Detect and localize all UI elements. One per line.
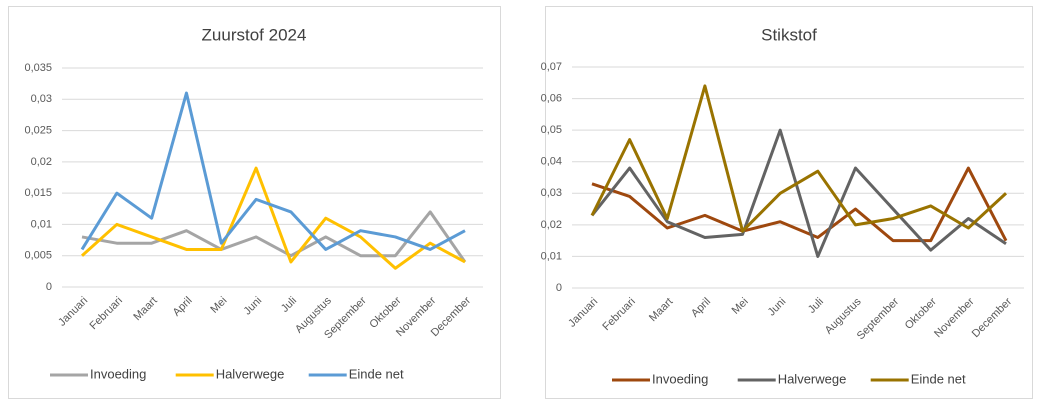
data-line	[590, 128, 1007, 258]
y-tick-label: 0,035	[24, 62, 52, 74]
y-tick-label: 0,03	[31, 93, 52, 105]
y-tick-label: 0,04	[541, 156, 562, 168]
y-tick-label: 0,015	[24, 187, 52, 199]
y-tick-label: 0,01	[541, 250, 562, 262]
legend-label: Halverwege	[216, 366, 285, 381]
y-tick-label: 0,02	[31, 156, 52, 168]
y-tick-label: 0,05	[541, 124, 562, 136]
y-tick-label: 0	[556, 282, 562, 294]
data-line	[80, 91, 466, 251]
legend-label: Einde net	[911, 371, 966, 386]
chart-frame	[545, 6, 1033, 399]
y-tick-label: 0,005	[24, 250, 52, 262]
chart-title: Stikstof	[761, 25, 817, 44]
y-tick-label: 0	[46, 281, 52, 293]
y-tick-label: 0,03	[541, 187, 562, 199]
y-tick-label: 0,07	[541, 61, 562, 73]
data-line	[81, 210, 467, 263]
data-line	[590, 84, 1008, 233]
y-tick-label: 0,02	[541, 219, 562, 231]
legend-label: Einde net	[349, 366, 404, 381]
y-tick-label: 0,025	[24, 124, 52, 136]
legend-label: Invoeding	[90, 366, 146, 381]
data-line	[80, 166, 466, 270]
legend-label: Halverwege	[778, 371, 847, 386]
y-tick-label: 0,01	[31, 218, 52, 230]
legend-label: Invoeding	[652, 371, 708, 386]
y-tick-label: 0,06	[541, 92, 562, 104]
data-line	[591, 166, 1008, 243]
chart-title: Zuurstof 2024	[202, 25, 307, 44]
